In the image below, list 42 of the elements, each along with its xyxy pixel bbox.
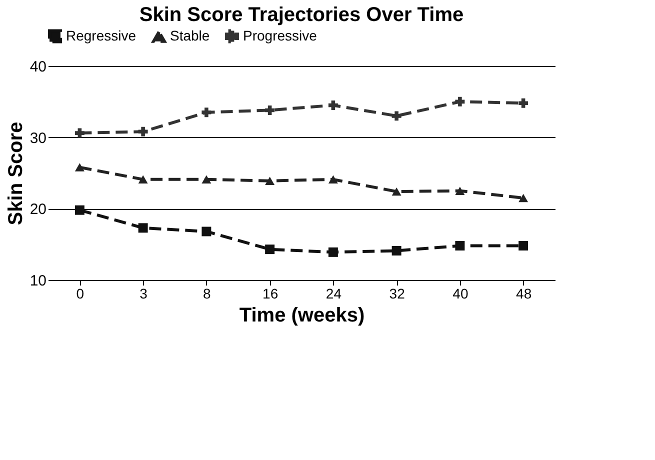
point	[74, 205, 84, 215]
y-tick-label: 20	[30, 201, 46, 218]
legend-label: Progressive	[243, 27, 318, 44]
point	[74, 128, 84, 138]
point	[138, 223, 148, 233]
y-tick-label: 30	[30, 130, 46, 147]
point	[392, 111, 402, 121]
point	[455, 241, 465, 251]
x-tick-label: 24	[326, 286, 342, 302]
point	[518, 194, 528, 202]
x-tick-label: 40	[452, 286, 468, 302]
point	[455, 186, 465, 195]
point	[392, 187, 402, 196]
point	[74, 163, 84, 172]
legend-label: Stable	[170, 28, 210, 44]
legend-label: Regressive	[66, 27, 136, 44]
point	[202, 175, 212, 184]
x-tick-label: 8	[203, 286, 212, 302]
y-tick-label: 40	[30, 58, 46, 76]
point	[265, 176, 275, 185]
point	[202, 108, 212, 118]
chart-title: Skin Score Trajectories Over Time	[139, 4, 464, 26]
point	[328, 175, 338, 184]
point	[265, 105, 275, 115]
x-tick-label: 0	[76, 286, 84, 302]
point	[328, 100, 338, 110]
x-tick-label: 32	[389, 286, 406, 302]
x-tick-label: 16	[262, 286, 278, 302]
y-axis-title: Skin Score	[4, 122, 27, 226]
point	[202, 226, 212, 236]
point	[265, 244, 275, 254]
x-axis-title: Time (weeks)	[239, 304, 365, 326]
point	[328, 247, 338, 257]
x-tick-label: 3	[140, 286, 148, 302]
x-tick-label: 48	[516, 286, 532, 302]
point	[518, 241, 528, 251]
point	[518, 98, 528, 108]
y-tick-label: 10	[30, 272, 46, 290]
point	[138, 126, 148, 136]
point	[455, 96, 465, 106]
point	[138, 175, 148, 184]
point	[392, 246, 402, 256]
